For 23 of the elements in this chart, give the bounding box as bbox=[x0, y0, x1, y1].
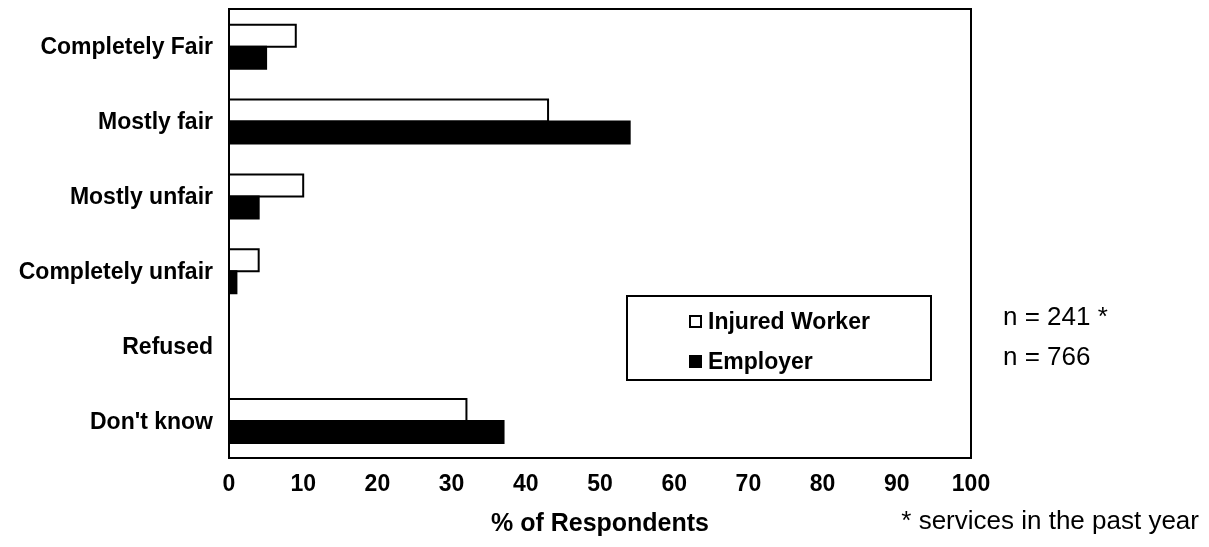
y-tick-label: Don't know bbox=[89, 407, 214, 434]
x-tick-label: 40 bbox=[513, 470, 539, 496]
x-tick-label: 80 bbox=[809, 470, 836, 496]
x-axis-title: % of Respondents bbox=[490, 508, 710, 536]
y-tick-label: Mostly unfair bbox=[69, 183, 214, 210]
x-tick-label: 30 bbox=[438, 470, 465, 496]
x-tick-label: 50 bbox=[587, 470, 613, 496]
y-tick-label: Completely Fair bbox=[40, 33, 214, 60]
x-tick-label: 100 bbox=[951, 470, 991, 496]
x-tick-label: 90 bbox=[884, 470, 910, 496]
y-tick-label: Refused bbox=[122, 332, 213, 359]
x-tick-label: 60 bbox=[661, 470, 687, 496]
x-tick-label: 20 bbox=[364, 470, 391, 496]
x-tick-label: 10 bbox=[290, 470, 316, 496]
x-tick-label: 70 bbox=[735, 470, 762, 496]
y-tick-label: Completely unfair bbox=[18, 257, 214, 284]
text: n = 241 * bbox=[1003, 301, 1108, 331]
legend-label: Employer bbox=[708, 347, 813, 375]
legend-label: Injured Worker bbox=[708, 307, 870, 335]
text: n = 766 bbox=[1003, 341, 1091, 371]
text: * services in the past year bbox=[901, 505, 1200, 535]
x-tick-label: 0 bbox=[222, 470, 236, 496]
y-tick-label: Mostly fair bbox=[97, 108, 214, 135]
